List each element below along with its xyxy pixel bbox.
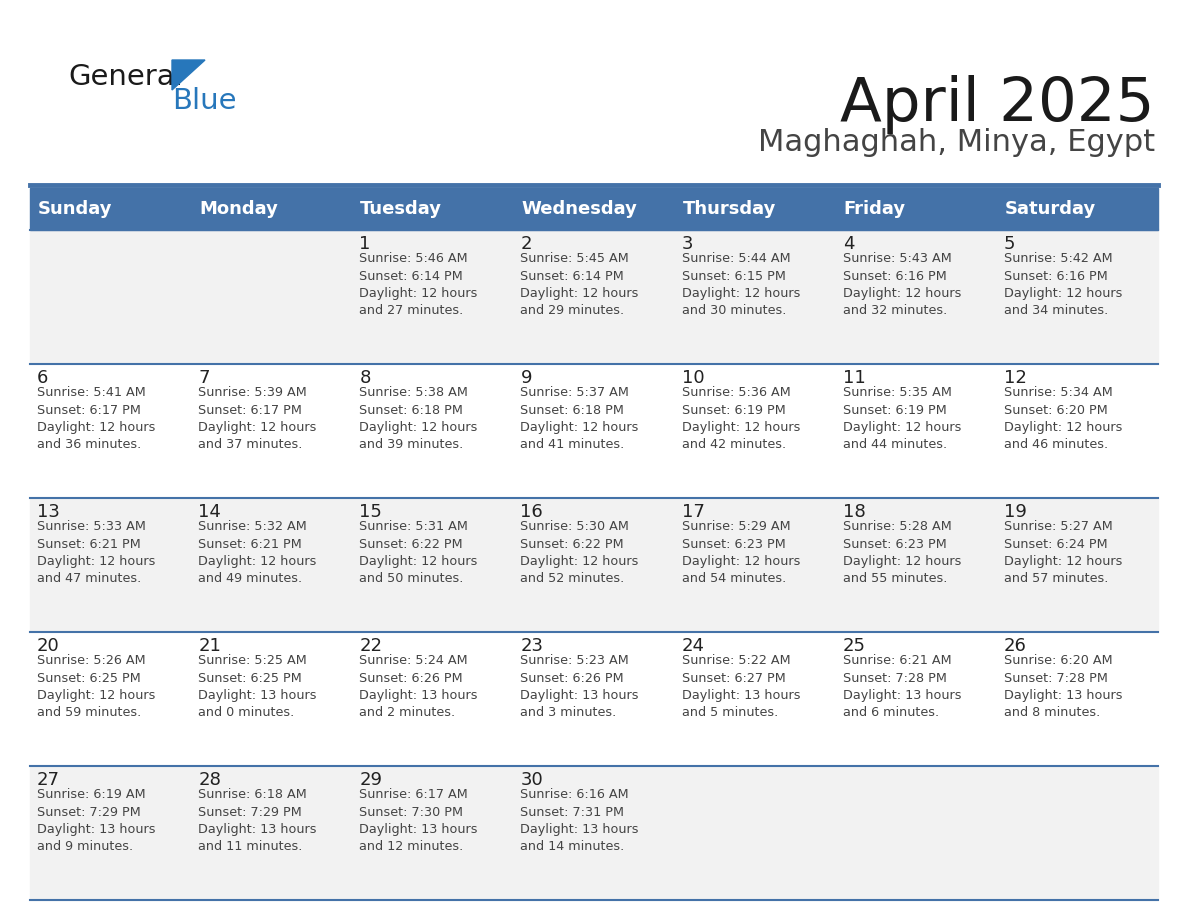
Text: Sunrise: 5:26 AM
Sunset: 6:25 PM
Daylight: 12 hours
and 59 minutes.: Sunrise: 5:26 AM Sunset: 6:25 PM Dayligh… bbox=[37, 654, 156, 720]
Text: 4: 4 bbox=[842, 235, 854, 253]
Text: Saturday: Saturday bbox=[1005, 200, 1097, 218]
Text: Sunrise: 5:27 AM
Sunset: 6:24 PM
Daylight: 12 hours
and 57 minutes.: Sunrise: 5:27 AM Sunset: 6:24 PM Dayligh… bbox=[1004, 520, 1123, 586]
Text: Sunrise: 5:41 AM
Sunset: 6:17 PM
Daylight: 12 hours
and 36 minutes.: Sunrise: 5:41 AM Sunset: 6:17 PM Dayligh… bbox=[37, 386, 156, 452]
Text: 12: 12 bbox=[1004, 369, 1026, 387]
Text: 16: 16 bbox=[520, 503, 543, 521]
Text: Sunrise: 5:35 AM
Sunset: 6:19 PM
Daylight: 12 hours
and 44 minutes.: Sunrise: 5:35 AM Sunset: 6:19 PM Dayligh… bbox=[842, 386, 961, 452]
Text: 8: 8 bbox=[359, 369, 371, 387]
Text: Sunrise: 5:44 AM
Sunset: 6:15 PM
Daylight: 12 hours
and 30 minutes.: Sunrise: 5:44 AM Sunset: 6:15 PM Dayligh… bbox=[682, 252, 800, 318]
Text: 10: 10 bbox=[682, 369, 704, 387]
Text: 6: 6 bbox=[37, 369, 49, 387]
Text: Sunrise: 5:30 AM
Sunset: 6:22 PM
Daylight: 12 hours
and 52 minutes.: Sunrise: 5:30 AM Sunset: 6:22 PM Dayligh… bbox=[520, 520, 639, 586]
Text: Maghaghah, Minya, Egypt: Maghaghah, Minya, Egypt bbox=[758, 128, 1155, 157]
Text: Sunrise: 5:23 AM
Sunset: 6:26 PM
Daylight: 13 hours
and 3 minutes.: Sunrise: 5:23 AM Sunset: 6:26 PM Dayligh… bbox=[520, 654, 639, 720]
Text: Sunrise: 5:36 AM
Sunset: 6:19 PM
Daylight: 12 hours
and 42 minutes.: Sunrise: 5:36 AM Sunset: 6:19 PM Dayligh… bbox=[682, 386, 800, 452]
Text: 18: 18 bbox=[842, 503, 866, 521]
Text: 14: 14 bbox=[198, 503, 221, 521]
Text: 22: 22 bbox=[359, 637, 383, 655]
Text: Sunrise: 5:22 AM
Sunset: 6:27 PM
Daylight: 13 hours
and 5 minutes.: Sunrise: 5:22 AM Sunset: 6:27 PM Dayligh… bbox=[682, 654, 800, 720]
Text: 15: 15 bbox=[359, 503, 383, 521]
Text: Sunrise: 5:28 AM
Sunset: 6:23 PM
Daylight: 12 hours
and 55 minutes.: Sunrise: 5:28 AM Sunset: 6:23 PM Dayligh… bbox=[842, 520, 961, 586]
Text: Sunrise: 6:17 AM
Sunset: 7:30 PM
Daylight: 13 hours
and 12 minutes.: Sunrise: 6:17 AM Sunset: 7:30 PM Dayligh… bbox=[359, 788, 478, 854]
Bar bbox=[30, 230, 1158, 364]
Text: 21: 21 bbox=[198, 637, 221, 655]
Text: Sunrise: 5:34 AM
Sunset: 6:20 PM
Daylight: 12 hours
and 46 minutes.: Sunrise: 5:34 AM Sunset: 6:20 PM Dayligh… bbox=[1004, 386, 1123, 452]
Text: Sunrise: 5:33 AM
Sunset: 6:21 PM
Daylight: 12 hours
and 47 minutes.: Sunrise: 5:33 AM Sunset: 6:21 PM Dayligh… bbox=[37, 520, 156, 586]
Text: 24: 24 bbox=[682, 637, 704, 655]
Text: 20: 20 bbox=[37, 637, 59, 655]
Text: 3: 3 bbox=[682, 235, 693, 253]
Bar bbox=[30, 188, 1158, 230]
Text: 17: 17 bbox=[682, 503, 704, 521]
Text: 27: 27 bbox=[37, 771, 61, 789]
Text: Sunrise: 5:24 AM
Sunset: 6:26 PM
Daylight: 13 hours
and 2 minutes.: Sunrise: 5:24 AM Sunset: 6:26 PM Dayligh… bbox=[359, 654, 478, 720]
Text: Wednesday: Wednesday bbox=[522, 200, 637, 218]
Text: April 2025: April 2025 bbox=[840, 75, 1155, 134]
Text: Sunrise: 5:39 AM
Sunset: 6:17 PM
Daylight: 12 hours
and 37 minutes.: Sunrise: 5:39 AM Sunset: 6:17 PM Dayligh… bbox=[198, 386, 316, 452]
Text: Sunrise: 5:43 AM
Sunset: 6:16 PM
Daylight: 12 hours
and 32 minutes.: Sunrise: 5:43 AM Sunset: 6:16 PM Dayligh… bbox=[842, 252, 961, 318]
Bar bbox=[30, 632, 1158, 766]
Text: Sunrise: 5:32 AM
Sunset: 6:21 PM
Daylight: 12 hours
and 49 minutes.: Sunrise: 5:32 AM Sunset: 6:21 PM Dayligh… bbox=[198, 520, 316, 586]
Text: Sunrise: 6:20 AM
Sunset: 7:28 PM
Daylight: 13 hours
and 8 minutes.: Sunrise: 6:20 AM Sunset: 7:28 PM Dayligh… bbox=[1004, 654, 1123, 720]
Text: 11: 11 bbox=[842, 369, 866, 387]
Text: Sunrise: 6:19 AM
Sunset: 7:29 PM
Daylight: 13 hours
and 9 minutes.: Sunrise: 6:19 AM Sunset: 7:29 PM Dayligh… bbox=[37, 788, 156, 854]
Text: Sunrise: 6:16 AM
Sunset: 7:31 PM
Daylight: 13 hours
and 14 minutes.: Sunrise: 6:16 AM Sunset: 7:31 PM Dayligh… bbox=[520, 788, 639, 854]
Text: Sunrise: 6:18 AM
Sunset: 7:29 PM
Daylight: 13 hours
and 11 minutes.: Sunrise: 6:18 AM Sunset: 7:29 PM Dayligh… bbox=[198, 788, 317, 854]
Text: Sunrise: 5:29 AM
Sunset: 6:23 PM
Daylight: 12 hours
and 54 minutes.: Sunrise: 5:29 AM Sunset: 6:23 PM Dayligh… bbox=[682, 520, 800, 586]
Text: Sunrise: 5:38 AM
Sunset: 6:18 PM
Daylight: 12 hours
and 39 minutes.: Sunrise: 5:38 AM Sunset: 6:18 PM Dayligh… bbox=[359, 386, 478, 452]
Text: 19: 19 bbox=[1004, 503, 1026, 521]
Text: Sunrise: 6:21 AM
Sunset: 7:28 PM
Daylight: 13 hours
and 6 minutes.: Sunrise: 6:21 AM Sunset: 7:28 PM Dayligh… bbox=[842, 654, 961, 720]
Text: 30: 30 bbox=[520, 771, 543, 789]
Text: 9: 9 bbox=[520, 369, 532, 387]
Text: Sunday: Sunday bbox=[38, 200, 113, 218]
Text: General: General bbox=[68, 63, 183, 91]
Text: 5: 5 bbox=[1004, 235, 1016, 253]
Text: 23: 23 bbox=[520, 637, 543, 655]
Text: 13: 13 bbox=[37, 503, 59, 521]
Text: 25: 25 bbox=[842, 637, 866, 655]
Text: 26: 26 bbox=[1004, 637, 1026, 655]
Text: Tuesday: Tuesday bbox=[360, 200, 442, 218]
Text: Sunrise: 5:46 AM
Sunset: 6:14 PM
Daylight: 12 hours
and 27 minutes.: Sunrise: 5:46 AM Sunset: 6:14 PM Dayligh… bbox=[359, 252, 478, 318]
Text: Thursday: Thursday bbox=[683, 200, 776, 218]
Text: 29: 29 bbox=[359, 771, 383, 789]
Text: Friday: Friday bbox=[843, 200, 905, 218]
Text: 2: 2 bbox=[520, 235, 532, 253]
Bar bbox=[30, 364, 1158, 498]
Text: 7: 7 bbox=[198, 369, 209, 387]
Polygon shape bbox=[172, 60, 206, 90]
Text: Sunrise: 5:31 AM
Sunset: 6:22 PM
Daylight: 12 hours
and 50 minutes.: Sunrise: 5:31 AM Sunset: 6:22 PM Dayligh… bbox=[359, 520, 478, 586]
Text: Sunrise: 5:42 AM
Sunset: 6:16 PM
Daylight: 12 hours
and 34 minutes.: Sunrise: 5:42 AM Sunset: 6:16 PM Dayligh… bbox=[1004, 252, 1123, 318]
Text: Sunrise: 5:37 AM
Sunset: 6:18 PM
Daylight: 12 hours
and 41 minutes.: Sunrise: 5:37 AM Sunset: 6:18 PM Dayligh… bbox=[520, 386, 639, 452]
Text: Sunrise: 5:25 AM
Sunset: 6:25 PM
Daylight: 13 hours
and 0 minutes.: Sunrise: 5:25 AM Sunset: 6:25 PM Dayligh… bbox=[198, 654, 317, 720]
Bar bbox=[30, 498, 1158, 632]
Text: Blue: Blue bbox=[172, 87, 236, 115]
Text: Monday: Monday bbox=[200, 200, 278, 218]
Bar bbox=[30, 766, 1158, 900]
Text: Sunrise: 5:45 AM
Sunset: 6:14 PM
Daylight: 12 hours
and 29 minutes.: Sunrise: 5:45 AM Sunset: 6:14 PM Dayligh… bbox=[520, 252, 639, 318]
Text: 1: 1 bbox=[359, 235, 371, 253]
Text: 28: 28 bbox=[198, 771, 221, 789]
